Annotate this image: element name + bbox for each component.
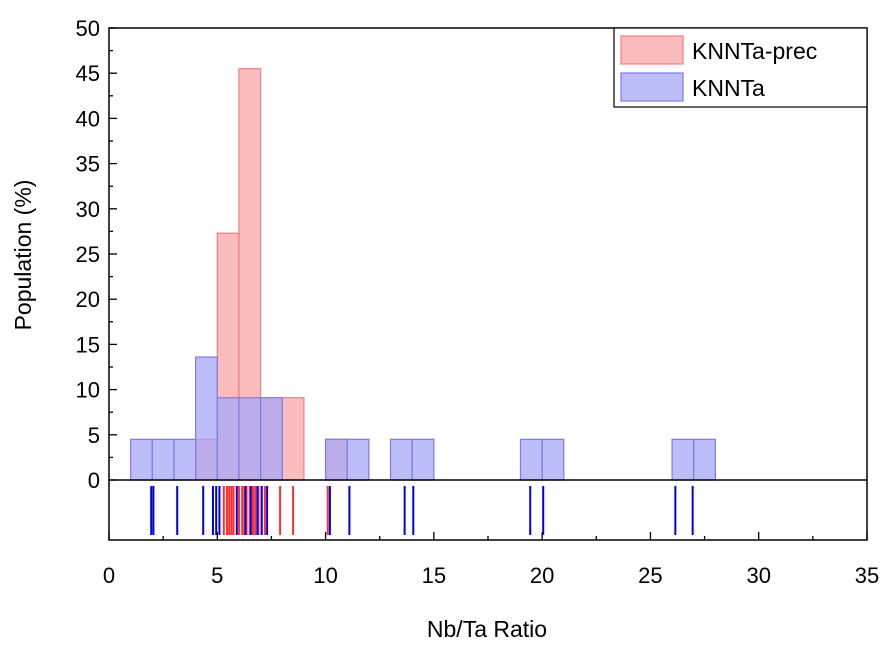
y-tick-label: 35 <box>76 152 100 177</box>
y-tick-label: 20 <box>76 287 100 312</box>
bar-prec-4 <box>281 397 305 481</box>
legend-swatch-knnta <box>620 72 684 102</box>
bar-knnta-3 <box>195 356 218 481</box>
bar-knnta-14 <box>693 438 717 481</box>
x-axis-label: Nb/Ta Ratio <box>427 616 547 642</box>
x-tick-label: 35 <box>855 563 879 588</box>
y-tick-label: 5 <box>88 423 100 448</box>
legend-label-prec: KNNTa-prec <box>692 38 817 64</box>
x-tick-label: 25 <box>638 563 662 588</box>
x-tick-label: 5 <box>211 563 223 588</box>
y-axis-label: Population (%) <box>10 180 36 331</box>
bar-knnta-1 <box>151 438 175 481</box>
bar-knnta-12 <box>541 438 565 481</box>
y-tick-label: 40 <box>76 106 100 131</box>
bar-knnta-6 <box>260 397 283 481</box>
y-tick-label: 50 <box>76 16 100 41</box>
x-tick-label: 15 <box>422 563 446 588</box>
x-tick-label: 0 <box>103 563 115 588</box>
legend-swatch-prec <box>620 35 684 65</box>
y-tick-label: 25 <box>76 242 100 267</box>
bar-knnta-7 <box>324 438 348 481</box>
x-tick-label: 30 <box>746 563 770 588</box>
bar-knnta-10 <box>411 438 435 481</box>
bar-knnta-5 <box>238 397 262 481</box>
y-tick-label: 45 <box>76 61 100 86</box>
histogram-bars <box>130 68 717 481</box>
bar-knnta-13 <box>671 438 695 481</box>
rug-plot <box>150 486 694 535</box>
y-tick-label: 15 <box>76 332 100 357</box>
axis-ticks: 0 5 10 15 20 25 30 35 40 45 50 0 5 10 15 20 25 30 35 <box>76 16 880 588</box>
bar-knnta-4 <box>216 397 240 481</box>
legend-label-knnta: KNNTa <box>692 75 765 101</box>
x-tick-label: 20 <box>530 563 554 588</box>
y-tick-label: 30 <box>76 197 100 222</box>
bar-knnta-0 <box>130 438 153 481</box>
bar-knnta-2 <box>173 438 197 481</box>
x-tick-label: 10 <box>313 563 337 588</box>
legend: KNNTa-prec KNNTa <box>613 27 868 108</box>
bar-knnta-9 <box>389 438 413 481</box>
y-tick-label: 10 <box>76 378 100 403</box>
bar-knnta-11 <box>519 438 543 481</box>
y-tick-label: 0 <box>88 468 100 493</box>
bar-knnta-8 <box>346 438 370 481</box>
